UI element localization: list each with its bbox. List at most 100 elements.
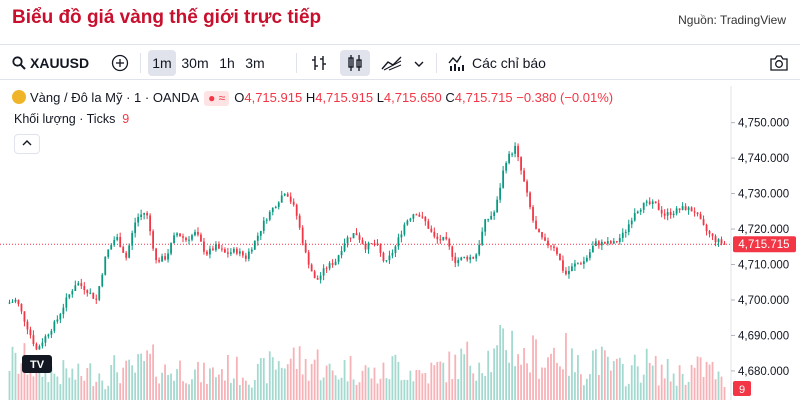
- volume-bar: [481, 373, 484, 400]
- volume-legend: Khối lượng · Ticks 9: [14, 112, 129, 126]
- interval-1m-button[interactable]: 1m: [148, 50, 176, 76]
- candle-body: [520, 157, 522, 171]
- candle-body: [481, 231, 484, 245]
- volume-bar: [562, 369, 564, 400]
- volume-bar: [26, 374, 29, 400]
- volume-bar: [155, 376, 157, 400]
- volume-bar: [313, 359, 316, 400]
- candle-body: [218, 244, 220, 249]
- volume-bar: [499, 324, 502, 400]
- candle-body: [292, 201, 295, 205]
- volume-bar: [645, 348, 648, 400]
- volume-bar: [185, 383, 187, 400]
- candle-body: [349, 237, 352, 239]
- volume-bar: [529, 372, 531, 400]
- add-symbol-icon: [111, 54, 129, 72]
- volume-label: Khối lượng · Ticks: [14, 112, 116, 126]
- candle-body: [26, 321, 29, 330]
- symbol-search-button[interactable]: XAUUSD: [12, 50, 98, 76]
- chart-style-dropdown[interactable]: [410, 50, 428, 76]
- interval-1h-button[interactable]: 1h: [219, 55, 235, 71]
- volume-bar: [699, 357, 702, 400]
- candle-body: [502, 170, 505, 188]
- volume-bar: [59, 384, 62, 400]
- volume-bar: [400, 380, 403, 400]
- collapse-legend-button[interactable]: [14, 134, 40, 154]
- compare-symbol-button[interactable]: [108, 50, 132, 76]
- volume-bar: [355, 384, 358, 400]
- interval-30m-button[interactable]: 30m: [181, 55, 209, 71]
- volume-bar: [568, 375, 570, 400]
- volume-bar: [62, 360, 65, 400]
- candle-body: [343, 243, 346, 252]
- volume-bar: [92, 386, 95, 400]
- candle-body: [313, 271, 316, 279]
- candle-body: [585, 257, 588, 262]
- volume-bar: [349, 356, 352, 400]
- volume-bar: [29, 372, 32, 400]
- volume-bar: [95, 381, 98, 400]
- source-credit: Nguồn: TradingView: [678, 13, 786, 27]
- indicators-button[interactable]: Các chỉ báo: [448, 50, 548, 76]
- candle-body: [20, 304, 23, 312]
- chart-toolbar: XAUUSD 1m 30m 1h 3m Các chỉ báo: [0, 44, 800, 80]
- candle-body: [484, 219, 487, 232]
- volume-bar: [705, 361, 708, 400]
- candle-body: [693, 211, 696, 213]
- area-icon: [381, 56, 402, 71]
- candles-style-button[interactable]: [340, 50, 370, 76]
- candle-body: [568, 271, 570, 275]
- volume-bar: [508, 362, 511, 400]
- candle-body: [307, 252, 310, 265]
- volume-bar: [277, 361, 280, 400]
- volume-bar: [580, 374, 582, 400]
- area-style-button[interactable]: [378, 50, 406, 76]
- candle-body: [167, 253, 169, 260]
- candle-body: [636, 211, 639, 214]
- bars-style-button[interactable]: [306, 50, 332, 76]
- volume-bar: [125, 360, 128, 400]
- volume-bar: [553, 347, 555, 400]
- candle-body: [274, 206, 277, 208]
- candle-body: [451, 246, 454, 257]
- volume-bar: [517, 354, 519, 400]
- candle-body: [657, 203, 660, 210]
- volume-bar: [376, 383, 379, 400]
- candle-body: [367, 243, 370, 250]
- volume-bar: [388, 379, 391, 400]
- candle-body: [119, 237, 122, 248]
- volume-bar: [535, 339, 537, 400]
- volume-bar: [538, 378, 540, 400]
- candle-body: [603, 241, 606, 244]
- volume-bar: [358, 382, 361, 400]
- volume-bar: [364, 365, 367, 400]
- volume-bar: [212, 367, 214, 400]
- candle-body: [44, 336, 47, 343]
- open-label: O: [234, 90, 245, 105]
- close-label: C: [445, 90, 455, 105]
- snapshot-button[interactable]: [766, 50, 792, 76]
- candle-body: [454, 256, 457, 264]
- volume-bar: [107, 385, 110, 400]
- volume-bar: [466, 341, 469, 400]
- candle-body: [215, 244, 217, 251]
- volume-bar: [361, 370, 364, 400]
- market-status-badge[interactable]: ● ≈: [204, 91, 230, 106]
- volume-bar: [11, 346, 14, 400]
- volume-bar: [14, 352, 17, 400]
- volume-bar: [633, 354, 636, 400]
- interval-3m-button[interactable]: 3m: [245, 55, 265, 71]
- volume-bar: [424, 372, 427, 400]
- volume-bar: [35, 360, 38, 400]
- candle-body: [490, 215, 493, 220]
- low-label: L: [376, 90, 384, 105]
- volume-bar: [176, 369, 178, 400]
- volume-bar: [331, 370, 334, 400]
- candle-body: [687, 207, 690, 211]
- candle-body: [182, 236, 184, 238]
- candle-body: [487, 219, 490, 221]
- candle-body: [639, 209, 642, 212]
- candle-body: [38, 346, 41, 350]
- candle-body: [152, 231, 154, 249]
